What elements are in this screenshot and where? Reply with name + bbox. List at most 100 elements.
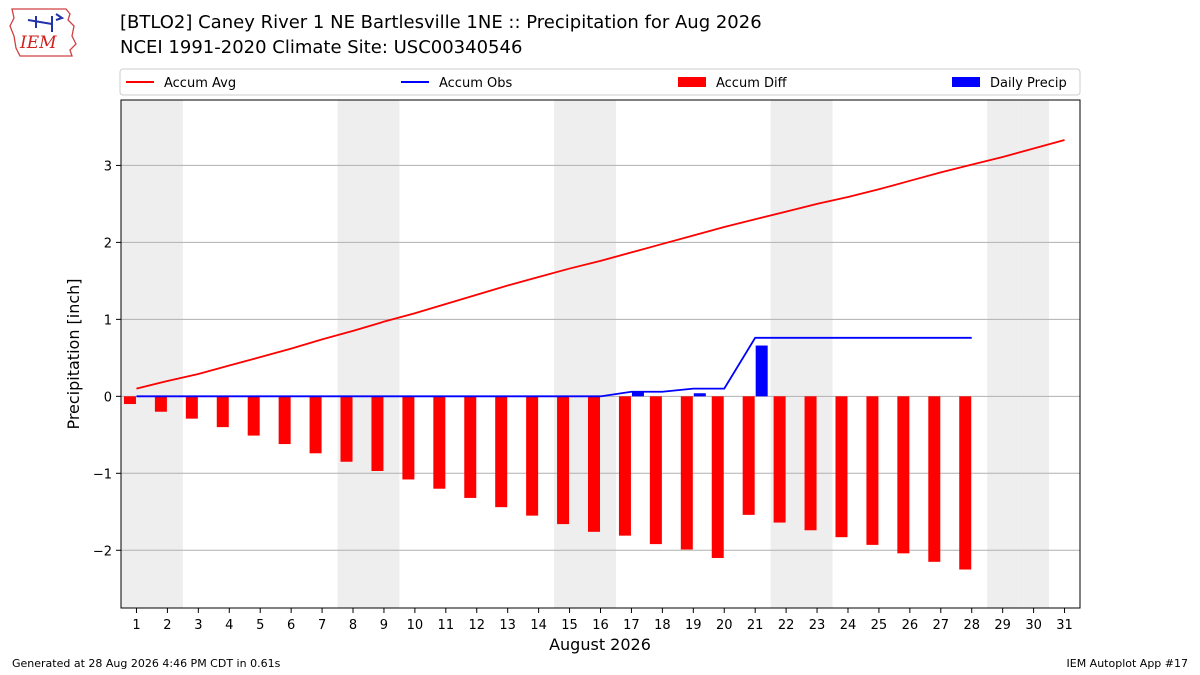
x-tick-label-29: 29 <box>994 618 1011 633</box>
legend-label-1: Accum Obs <box>439 76 512 91</box>
y-tick-label-3: 1 <box>104 313 112 328</box>
accum-diff-bar-25 <box>866 396 879 545</box>
accum-diff-bar-28 <box>959 396 972 570</box>
accum-diff-bar-23 <box>804 396 817 531</box>
iem-logo: IEM <box>9 8 77 57</box>
x-tick-label-25: 25 <box>871 618 888 633</box>
x-tick-label-15: 15 <box>561 618 578 633</box>
daily-precip-bars <box>631 345 768 397</box>
accum-diff-bar-3 <box>185 396 198 419</box>
weekend-band-1 <box>121 100 152 608</box>
x-tick-label-9: 9 <box>380 618 388 633</box>
accum-diff-bar-11 <box>433 396 446 489</box>
legend: Accum Avg Accum Obs Accum Diff Daily Precip <box>119 68 1081 96</box>
accum-diff-bar-13 <box>495 396 508 508</box>
y-tick-label-4: 2 <box>104 236 112 251</box>
legend-box <box>119 68 1081 96</box>
logo-text: IEM <box>19 33 57 53</box>
accum-diff-bar-7 <box>309 396 322 454</box>
accum-diff-bar-8 <box>340 396 353 462</box>
accum-diff-bar-21 <box>742 396 755 515</box>
weekend-band-29 <box>987 100 1019 608</box>
x-tick-label-7: 7 <box>318 618 326 633</box>
daily-precip-bar-19 <box>693 393 706 397</box>
x-tick-label-10: 10 <box>407 618 424 633</box>
weekend-band-22 <box>770 100 802 608</box>
x-tick-label-16: 16 <box>592 618 609 633</box>
legend-label-3: Daily Precip <box>990 76 1067 91</box>
weekend-band-23 <box>801 100 833 608</box>
x-tick-label-19: 19 <box>685 618 702 633</box>
x-axis-label: August 2026 <box>549 635 651 654</box>
x-tick-label-28: 28 <box>963 618 980 633</box>
x-tick-label-2: 2 <box>163 618 171 633</box>
x-tick-label-14: 14 <box>530 618 547 633</box>
weekend-band-30 <box>1018 100 1050 608</box>
accum-diff-bars <box>123 396 972 570</box>
accum-diff-bar-5 <box>247 396 260 436</box>
x-tick-label-4: 4 <box>225 618 233 633</box>
y-tick-label-5: 3 <box>104 159 112 174</box>
legend-swatch-3 <box>952 77 980 87</box>
chart-title: [BTLO2] Caney River 1 NE Bartlesville 1N… <box>120 12 762 33</box>
y-axis-label: Precipitation [inch] <box>64 278 83 429</box>
accum-diff-bar-4 <box>216 396 229 428</box>
x-tick-label-31: 31 <box>1056 618 1073 633</box>
x-tick-label-17: 17 <box>623 618 640 633</box>
x-tick-label-13: 13 <box>499 618 516 633</box>
x-tick-label-30: 30 <box>1025 618 1042 633</box>
legend-label-0: Accum Avg <box>164 76 236 91</box>
accum-lines <box>136 139 1065 398</box>
accum-diff-bar-16 <box>588 396 600 532</box>
accum-diff-bar-19 <box>680 396 693 550</box>
accum-diff-bar-14 <box>526 396 539 516</box>
app-credit: IEM Autoplot App #17 <box>1066 657 1189 670</box>
accum-avg-line <box>136 139 1065 390</box>
y-tick-label-2: 0 <box>104 390 112 405</box>
weekend-band-2 <box>151 100 183 608</box>
y-tick-label-0: −2 <box>93 544 112 559</box>
daily-precip-bar-21 <box>755 345 768 397</box>
accum-diff-bar-26 <box>897 396 910 554</box>
x-tick-label-11: 11 <box>438 618 455 633</box>
weekend-band-9 <box>368 100 400 608</box>
accum-diff-bar-6 <box>278 396 291 445</box>
accum-diff-bar-1 <box>123 396 136 405</box>
accum-diff-bar-22 <box>773 396 786 523</box>
x-tick-label-21: 21 <box>747 618 764 633</box>
x-tick-label-1: 1 <box>132 618 140 633</box>
x-tick-label-24: 24 <box>840 618 857 633</box>
accum-diff-bar-27 <box>928 396 941 562</box>
accum-diff-bar-10 <box>402 396 415 480</box>
legend-swatch-2 <box>678 77 706 87</box>
x-tick-label-6: 6 <box>287 618 295 633</box>
legend-label-2: Accum Diff <box>716 76 788 91</box>
weekend-band-15 <box>554 100 586 608</box>
x-tick-label-26: 26 <box>902 618 919 633</box>
x-tick-label-23: 23 <box>809 618 826 633</box>
x-tick-label-5: 5 <box>256 618 264 633</box>
x-tick-label-20: 20 <box>716 618 733 633</box>
x-tick-label-18: 18 <box>654 618 671 633</box>
x-tick-label-3: 3 <box>194 618 202 633</box>
x-tick-label-22: 22 <box>778 618 795 633</box>
accum-diff-bar-12 <box>464 396 477 498</box>
y-tick-label-1: −1 <box>93 467 112 482</box>
daily-precip-bar-17 <box>631 391 644 397</box>
iowa-outline-icon <box>9 8 77 57</box>
x-tick-label-12: 12 <box>468 618 485 633</box>
accum-diff-bar-17 <box>618 396 631 536</box>
x-tick-label-27: 27 <box>933 618 950 633</box>
accum-diff-bar-24 <box>835 396 848 538</box>
accum-diff-bar-20 <box>711 396 724 558</box>
accum-diff-bar-2 <box>154 396 167 412</box>
accum-diff-bar-18 <box>649 396 662 545</box>
weekend-shading <box>121 100 1050 608</box>
weather-station-icon <box>27 13 65 32</box>
accum-obs-line <box>136 336 972 398</box>
accum-diff-bar-9 <box>371 396 384 471</box>
x-tick-label-8: 8 <box>349 618 357 633</box>
generated-timestamp: Generated at 28 Aug 2026 4:46 PM CDT in … <box>12 657 281 670</box>
